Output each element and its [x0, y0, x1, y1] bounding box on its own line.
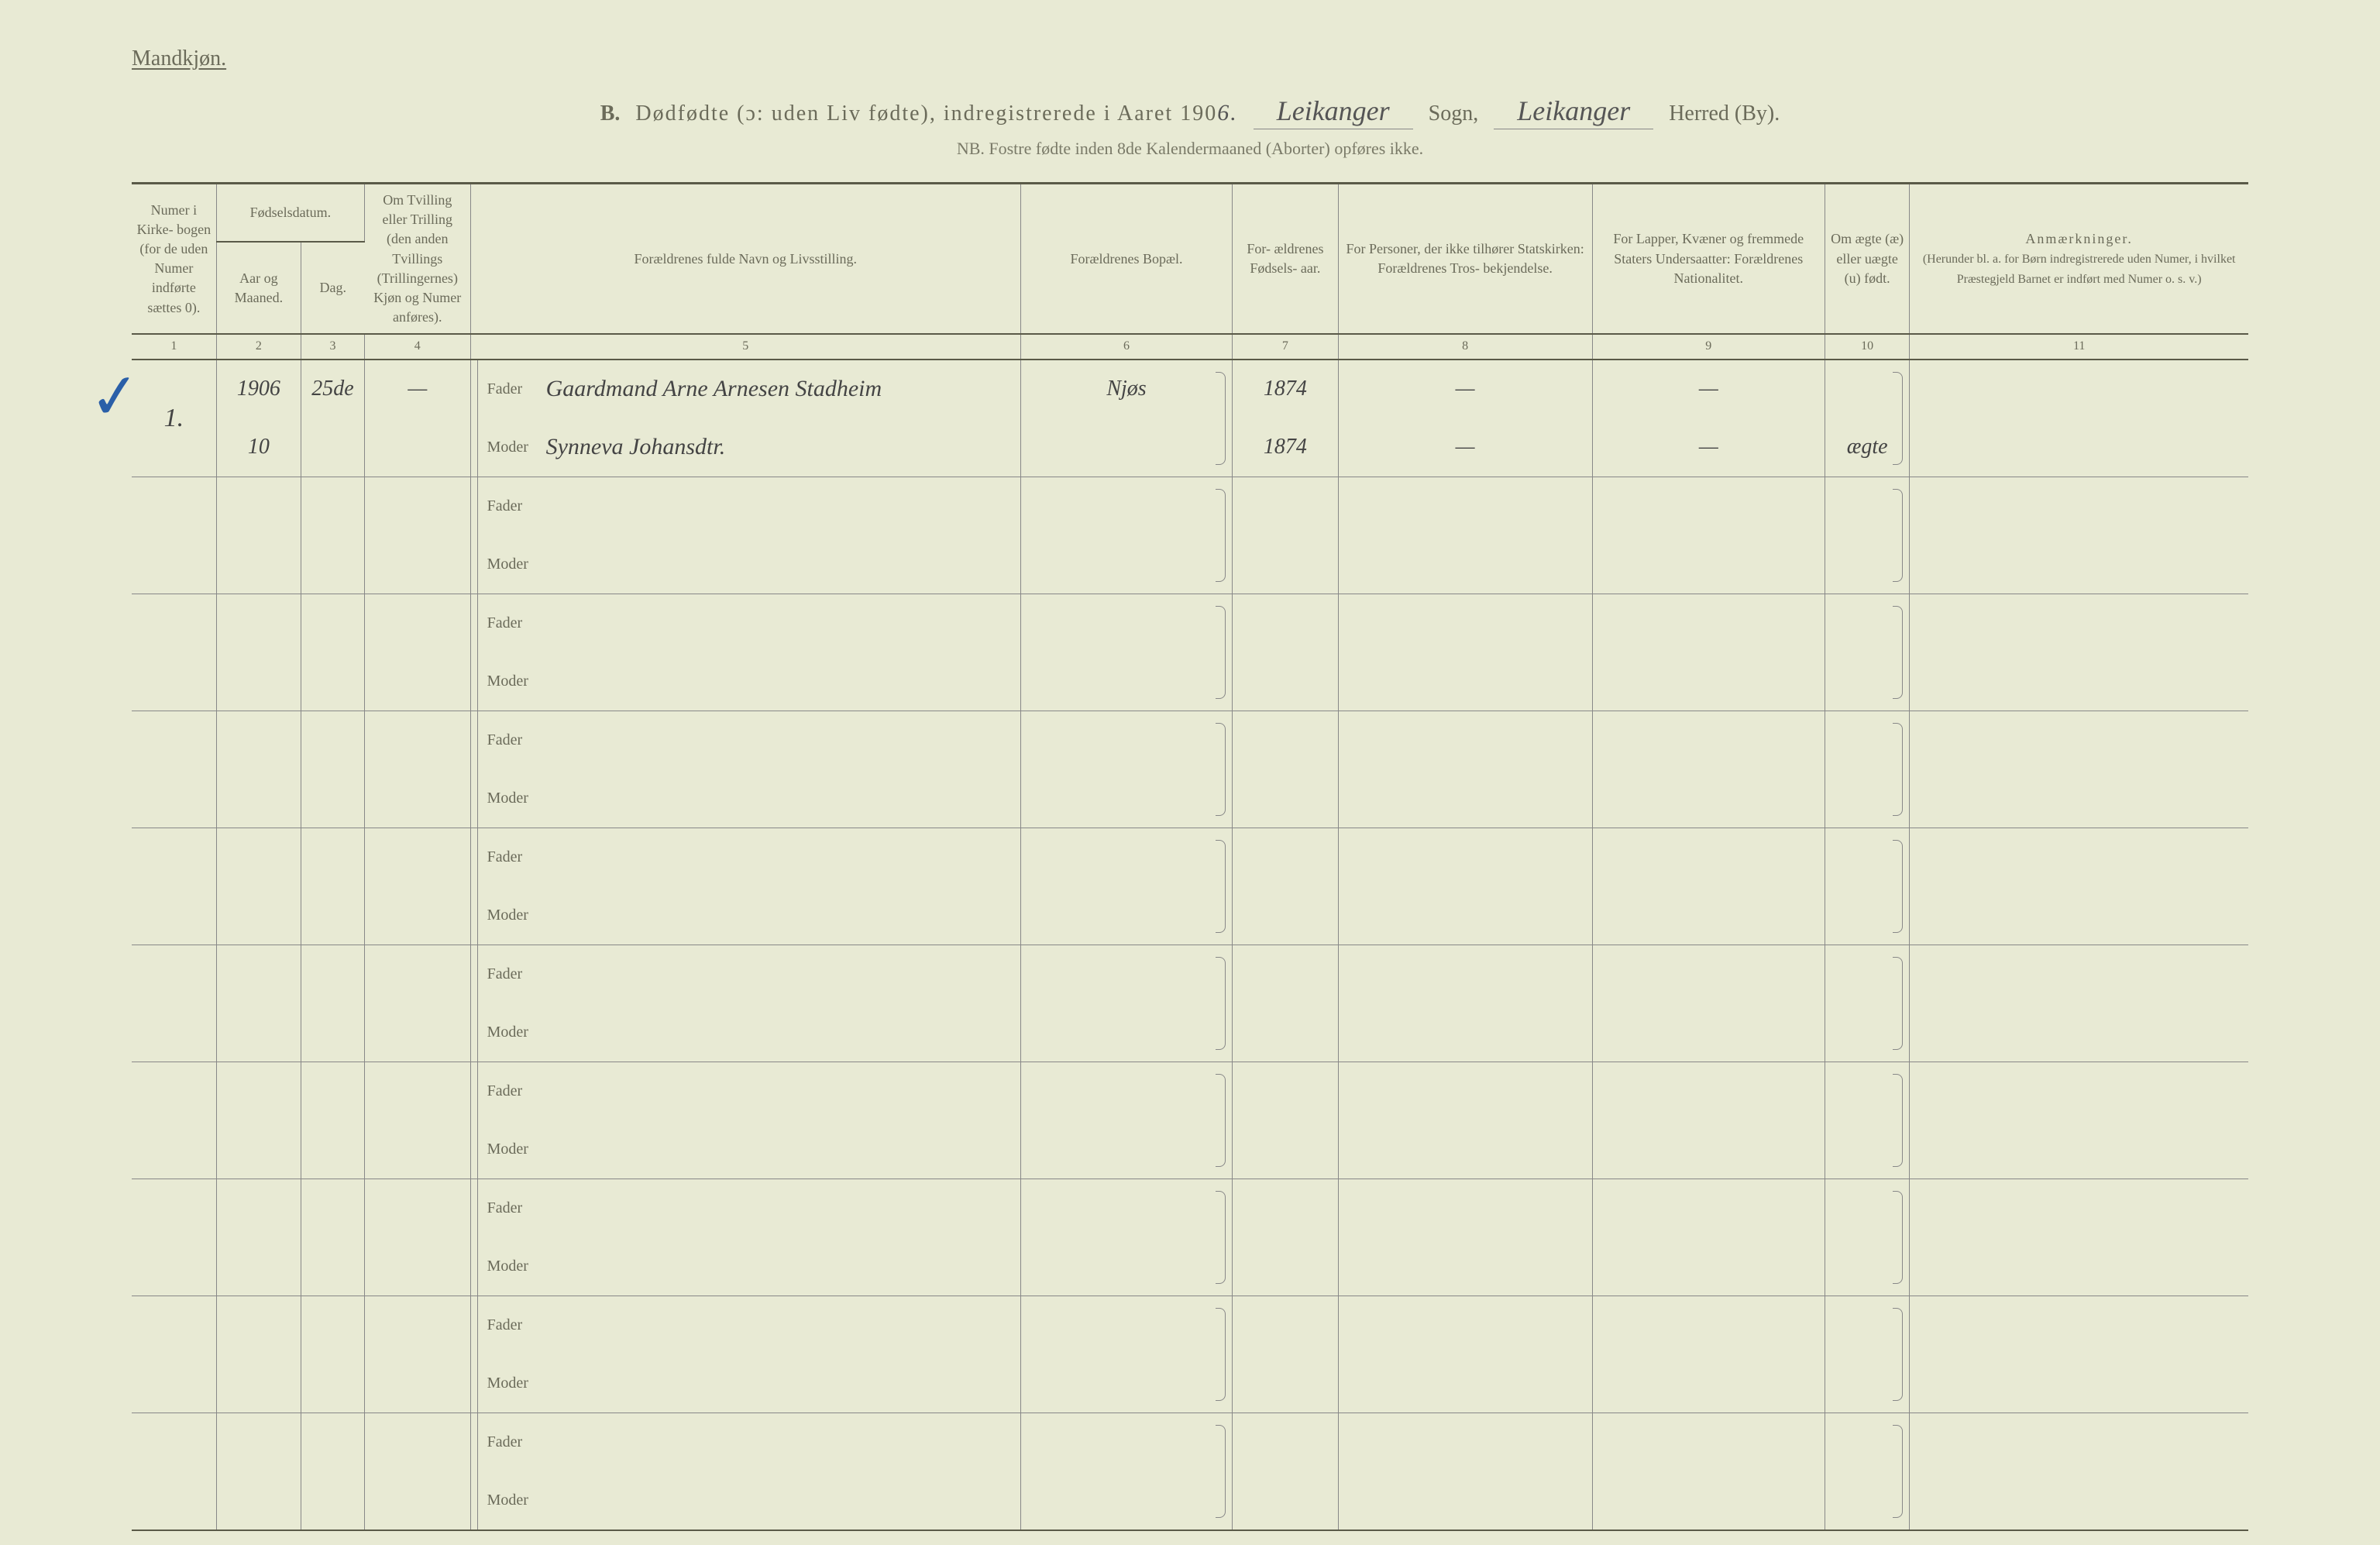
colnum: 9: [1592, 334, 1825, 359]
fader-label: Fader: [487, 497, 534, 515]
colnum: 1: [132, 334, 216, 359]
cell-navn: Fader Moder: [471, 594, 1020, 711]
table-row: Fader Moder: [132, 711, 2248, 828]
fader-label: Fader: [487, 965, 534, 983]
cell-anm: [1910, 360, 2248, 477]
year-suffix: 6.: [1217, 100, 1238, 126]
cell-navn: Fader Moder: [471, 1413, 1020, 1530]
moder-label: Moder: [487, 790, 534, 807]
moder-label: Moder: [487, 556, 534, 573]
cell-statskirken: ——: [1339, 360, 1592, 477]
table-row: 1. 190610 25de — Fader Gaardmand Arne Arn…: [132, 360, 2248, 477]
col-bopel: Forældrenes Bopæl.: [1020, 184, 1232, 335]
moder-label: Moder: [487, 439, 534, 456]
colnum: 2: [216, 334, 301, 359]
cell-numer: 1.: [132, 404, 216, 433]
fader-label: Fader: [487, 380, 534, 398]
col-tvilling: Om Tvilling eller Trilling (den anden Tv…: [364, 184, 470, 335]
colnum: 11: [1910, 334, 2248, 359]
colnum: 7: [1233, 334, 1339, 359]
fader-label: Fader: [487, 1433, 534, 1451]
title-main: Dødfødte (ɔ: uden Liv fødte), indregistr…: [635, 100, 1237, 126]
table-row: Fader Moder: [132, 477, 2248, 594]
table-row: Fader Moder: [132, 1413, 2248, 1530]
moder-label: Moder: [487, 1375, 534, 1392]
moder-label: Moder: [487, 1492, 534, 1509]
moder-label: Moder: [487, 907, 534, 924]
fader-label: Fader: [487, 1082, 534, 1100]
fader-label: Fader: [487, 1316, 534, 1334]
margin-checkmark: ✓: [86, 358, 144, 434]
col-aegte: Om ægte (æ) eller uægte (u) født.: [1825, 184, 1910, 335]
sogn-value: Leikanger: [1254, 95, 1413, 129]
cell-navn: Fader Moder: [471, 828, 1020, 945]
fader-label: Fader: [487, 848, 534, 866]
page-header: Mandkjøn. B. Dødfødte (ɔ: uden Liv fødte…: [132, 46, 2248, 159]
cell-fodselsaar: 18741874: [1233, 360, 1338, 477]
moder-value: Synneva Johansdtr.: [546, 434, 726, 460]
fader-label: Fader: [487, 731, 534, 749]
table-row: Fader Moder: [132, 594, 2248, 711]
fader-label: Fader: [487, 1199, 534, 1217]
moder-label: Moder: [487, 1141, 534, 1158]
col-fodselsaar: For- ældrenes Fødsels- aar.: [1233, 184, 1339, 335]
cell-navn: Fader Moder: [471, 1179, 1020, 1296]
table-body: 1. 190610 25de — Fader Gaardmand Arne Arn…: [132, 360, 2248, 1530]
colnum: 4: [364, 334, 470, 359]
cell-bopel: Njøs: [1021, 360, 1232, 477]
table-row: Fader Moder: [132, 1296, 2248, 1413]
subtitle: NB. Fostre fødte inden 8de Kalendermaane…: [132, 139, 2248, 159]
cell-navn: Fader Moder: [471, 477, 1020, 594]
colnum: 6: [1020, 334, 1232, 359]
colnum: 8: [1338, 334, 1592, 359]
column-number-row: 1 2 3 4 5 6 7 8 9 10 11: [132, 334, 2248, 359]
cell-navn: Fader Moder: [471, 1296, 1020, 1413]
register-table: Numer i Kirke- bogen (for de uden Numer …: [132, 182, 2248, 1531]
gender-label: Mandkjøn.: [132, 46, 226, 71]
col-numer: Numer i Kirke- bogen (for de uden Numer …: [132, 184, 216, 335]
sogn-label: Sogn,: [1429, 102, 1479, 126]
col-nationalitet: For Lapper, Kvæner og fremmede Staters U…: [1592, 184, 1825, 335]
moder-label: Moder: [487, 1024, 534, 1041]
cell-navn: Fader Moder: [471, 945, 1020, 1062]
table-row: Fader Moder: [132, 1062, 2248, 1179]
table-row: Fader Moder: [132, 828, 2248, 945]
table-row: Fader Moder: [132, 945, 2248, 1062]
fader-label: Fader: [487, 614, 534, 632]
col-aar: Aar og Maaned.: [216, 242, 301, 334]
cell-aar: 190610: [217, 360, 301, 477]
cell-aegte: ægte: [1825, 360, 1909, 477]
colnum: 10: [1825, 334, 1910, 359]
herred-label: Herred (By).: [1669, 102, 1780, 126]
fader-value: Gaardmand Arne Arnesen Stadheim: [546, 376, 882, 402]
cell-navn: Fader Moder: [471, 711, 1020, 828]
cell-nationalitet: ——: [1593, 360, 1825, 477]
herred-value: Leikanger: [1494, 95, 1653, 129]
col-navn: Forældrenes fulde Navn og Livsstilling.: [470, 184, 1020, 335]
moder-label: Moder: [487, 1258, 534, 1275]
colnum: 5: [470, 334, 1020, 359]
col-dag: Dag.: [301, 242, 365, 334]
col-fodselsdatum: Fødselsdatum.: [216, 184, 364, 243]
cell-tvilling: —: [365, 360, 470, 477]
table-header: Numer i Kirke- bogen (for de uden Numer …: [132, 184, 2248, 360]
cell-dag: 25de: [301, 360, 364, 477]
col-anmaerkninger: Anmærkninger. (Herunder bl. a. for Børn …: [1910, 184, 2248, 335]
table-row: Fader Moder: [132, 1179, 2248, 1296]
cell-navn: Fader Moder: [471, 1062, 1020, 1179]
col-statskirken: For Personer, der ikke tilhører Statskir…: [1338, 184, 1592, 335]
colnum: 3: [301, 334, 365, 359]
moder-label: Moder: [487, 673, 534, 690]
section-letter: B.: [600, 102, 621, 126]
cell-navn: Fader Gaardmand Arne Arnesen Stadheim Mod…: [471, 360, 1020, 477]
title-line: B. Dødfødte (ɔ: uden Liv fødte), indregi…: [132, 95, 2248, 129]
